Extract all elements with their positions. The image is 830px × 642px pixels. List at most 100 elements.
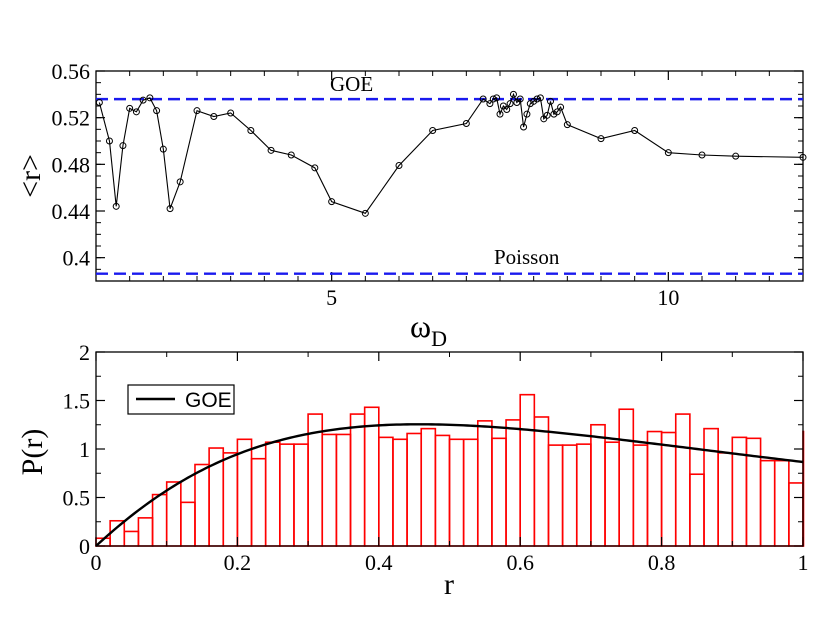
mean-r-point: [543, 111, 551, 119]
legend: GOE: [127, 384, 235, 415]
top-y-tick-label: 0.56: [52, 59, 91, 84]
p-of-r-panel: 0 0.5 1 1.5 2 0 0.2 0.4 0.6 0.8 1 GOE P(r) r: [16, 340, 809, 601]
mean-r-point: [479, 95, 487, 103]
mean-r-point: [536, 94, 544, 102]
mean-r-point: [547, 97, 554, 105]
poisson-annotation: Poisson: [494, 245, 560, 269]
mean-r-line: [98, 92, 804, 214]
histogram-bar: [448, 438, 465, 547]
mean-r-point: [496, 110, 504, 118]
mean-r-point: [462, 120, 470, 127]
histogram-bar: [392, 438, 408, 547]
bottom-y-tick-label: 1.5: [63, 389, 91, 414]
mean-r-point: [146, 94, 154, 102]
mean-r-point: [139, 96, 147, 104]
goe-curve: [95, 423, 804, 547]
mean-r-point: [311, 164, 319, 172]
histogram-bar: [646, 430, 663, 547]
histogram-bar: [293, 443, 309, 547]
histogram-bar: [519, 393, 536, 547]
histogram-bar: [349, 413, 366, 547]
histogram-bar: [264, 441, 281, 547]
top-x-tick-label: 10: [657, 285, 679, 310]
bottom-x-tick-label: 0.2: [224, 550, 252, 575]
mean-r-point: [153, 107, 161, 115]
histogram-bar: [689, 473, 705, 547]
histogram-bar: [420, 427, 437, 547]
reference-lines: [96, 97, 803, 275]
mean-r-point: [493, 94, 501, 102]
mean-r-panel: 0.4 0.44 0.48 0.52 0.56 5 10 GOE Poisson <r> ω…: [14, 59, 807, 351]
mean-r-point: [247, 127, 255, 134]
mean-r-point: [361, 209, 369, 217]
mean-r-point: [563, 121, 571, 129]
mean-r-point: [287, 151, 295, 159]
mean-r-point: [503, 106, 511, 113]
goe-annotation: GOE: [330, 72, 373, 96]
bottom-ticks: 0 0.5 1 1.5 2 0 0.2 0.4 0.6 0.8 1: [63, 340, 809, 575]
histogram-bar: [575, 443, 592, 547]
bottom-y-tick-label: 0.5: [63, 486, 91, 511]
histogram-bar: [604, 441, 620, 547]
mean-r-point: [119, 142, 127, 150]
mean-r-point: [210, 113, 218, 120]
histogram-bar: [250, 457, 267, 547]
histogram-bar: [236, 438, 253, 547]
mean-r-point: [489, 95, 497, 103]
histogram-bar: [491, 437, 507, 547]
mean-r-point: [631, 127, 639, 134]
mean-r-point: [506, 100, 514, 108]
histogram-bar: [165, 481, 182, 547]
histogram-bar: [717, 452, 734, 547]
mean-r-point: [105, 137, 113, 145]
top-x-tick-label: 5: [326, 285, 337, 310]
mean-r-point: [516, 95, 524, 103]
mean-r-point: [429, 127, 437, 134]
mean-r-point: [112, 202, 120, 210]
mean-r-point: [533, 95, 541, 103]
mean-r-point: [267, 146, 275, 154]
top-x-axis-title: ωD: [410, 308, 447, 351]
mean-r-point: [799, 153, 807, 161]
mean-r-point: [486, 100, 494, 108]
histogram-bar: [773, 459, 790, 547]
mean-r-point: [698, 151, 706, 159]
mean-r-point: [95, 99, 103, 106]
mean-r-point: [328, 198, 336, 206]
histogram-bar: [335, 433, 352, 547]
histogram-bar: [590, 423, 606, 547]
histogram-bar: [434, 434, 451, 547]
mean-r-point: [597, 135, 605, 143]
histogram-bar: [406, 432, 423, 547]
mean-r-point: [509, 90, 517, 98]
bottom-y-axis-title: P(r): [16, 429, 49, 476]
bottom-x-tick-label: 0.6: [506, 550, 534, 575]
top-y-axis-title: <r>: [14, 154, 47, 198]
bottom-x-tick-label: 0.8: [648, 550, 676, 575]
bottom-x-tick-label: 0: [91, 550, 102, 575]
mean-r-point: [732, 152, 740, 160]
mean-r-series: [95, 90, 807, 217]
histogram-bar: [660, 431, 677, 547]
histogram-bar: [547, 444, 564, 547]
histogram-bar: [561, 444, 578, 547]
histogram-bar: [321, 433, 338, 547]
mean-r-point: [132, 108, 140, 116]
mean-r-point: [176, 178, 184, 186]
histogram-bar: [476, 420, 493, 547]
histogram-bar: [194, 463, 210, 547]
mean-r-point: [520, 123, 528, 131]
histogram-bar: [533, 416, 550, 547]
bottom-y-tick-label: 1: [79, 437, 90, 462]
top-plot-frame: [95, 70, 804, 282]
top-y-tick-label: 0.4: [63, 246, 91, 271]
histogram-bar: [462, 438, 479, 547]
mean-r-point: [193, 107, 201, 115]
mean-r-point: [166, 205, 174, 213]
mean-r-point: [159, 145, 167, 153]
top-y-tick-label: 0.52: [52, 106, 91, 131]
omega-subscript: D: [431, 326, 447, 351]
mean-r-point: [664, 149, 672, 157]
histogram-bar: [618, 408, 635, 547]
